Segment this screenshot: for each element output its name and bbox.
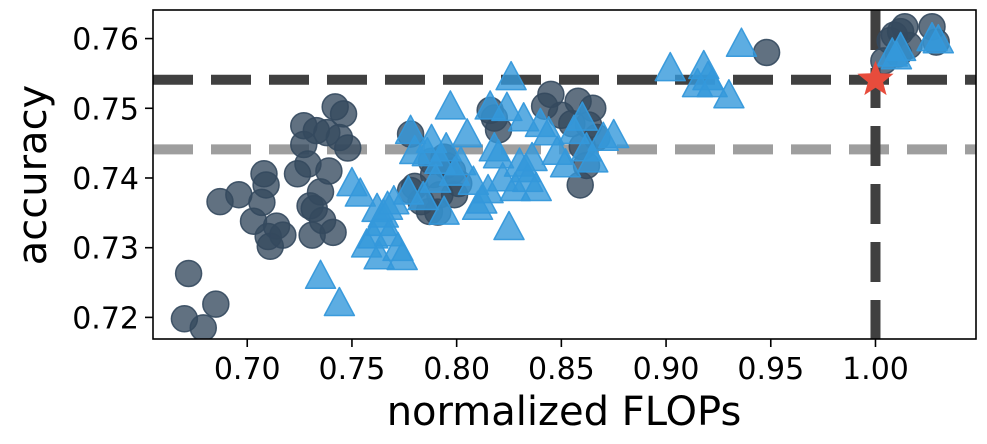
triangle-point xyxy=(495,60,527,91)
x-axis-title: normalized FLOPs xyxy=(387,389,742,435)
y-axis-ticks: 0.72 0.73 0.74 0.75 0.76 xyxy=(72,23,153,336)
y-tick-label: 0.73 xyxy=(72,232,139,267)
y-tick-label: 0.74 xyxy=(72,162,139,197)
triangle-point xyxy=(493,210,525,241)
triangle-point xyxy=(922,23,955,54)
triangle-point xyxy=(597,118,630,149)
triangle-point xyxy=(884,31,917,62)
triangle-point xyxy=(549,148,582,178)
triangle-point xyxy=(654,51,687,82)
circle-point xyxy=(329,100,358,128)
plot-frame xyxy=(152,9,977,340)
circle-point xyxy=(334,134,362,162)
circle-point xyxy=(189,314,218,339)
triangle-point xyxy=(516,141,548,172)
triangle-point xyxy=(520,171,552,202)
y-tick-label: 0.72 xyxy=(72,301,139,336)
x-tick-label: 0.90 xyxy=(633,352,700,387)
triangle-point xyxy=(323,286,356,317)
x-tick-label: 1.00 xyxy=(842,352,909,387)
triangle-point xyxy=(713,79,745,109)
circle-point xyxy=(315,157,343,185)
circle-point xyxy=(174,259,203,288)
triangle-point xyxy=(445,145,477,176)
star-marker xyxy=(857,60,894,96)
y-axis-title: accuracy xyxy=(10,85,56,265)
triangle-point xyxy=(407,180,439,211)
y-tick-label: 0.76 xyxy=(72,23,139,58)
circle-point xyxy=(252,171,280,199)
circle-point xyxy=(269,221,297,249)
triangle-point xyxy=(434,90,467,120)
triangle-point xyxy=(507,102,540,132)
y-tick-label: 0.75 xyxy=(72,92,139,127)
x-axis-ticks: 0.70 0.75 0.80 0.85 0.90 0.95 1.00 xyxy=(214,339,909,387)
circle-point xyxy=(752,38,781,67)
triangle-point xyxy=(482,138,515,169)
x-tick-label: 0.80 xyxy=(423,352,490,387)
x-tick-label: 0.95 xyxy=(737,352,804,387)
circle-point xyxy=(319,218,347,247)
scatter-points xyxy=(170,12,955,339)
x-tick-label: 0.85 xyxy=(528,352,595,387)
triangle-point xyxy=(577,143,609,173)
triangle-point xyxy=(725,27,758,57)
triangle-point xyxy=(696,67,728,98)
triangle-point xyxy=(386,240,418,271)
highlight-layer xyxy=(857,60,894,96)
x-tick-label: 0.75 xyxy=(319,352,386,387)
triangle-point xyxy=(566,101,599,131)
triangle-point xyxy=(451,118,483,148)
triangle-point xyxy=(344,177,377,207)
triangle-point xyxy=(428,195,460,225)
circle-point xyxy=(202,290,230,318)
triangle-point xyxy=(491,91,523,122)
circle-point xyxy=(225,180,253,209)
x-tick-label: 0.70 xyxy=(214,352,281,387)
triangle-point xyxy=(304,259,337,290)
